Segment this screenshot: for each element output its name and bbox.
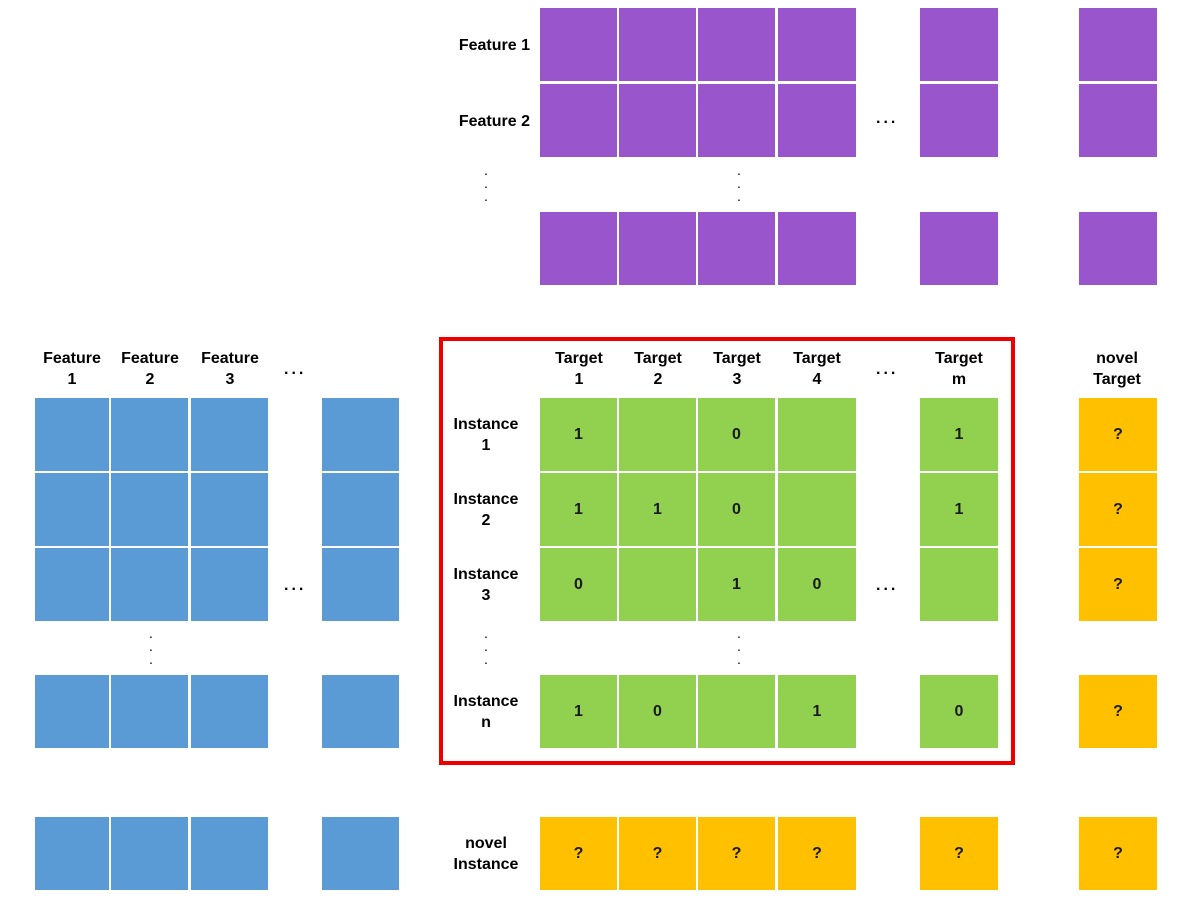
novel-target-label: novel Target xyxy=(1093,350,1141,388)
blue-cell xyxy=(111,817,188,890)
purple-cell xyxy=(619,84,696,157)
blue-cell xyxy=(322,473,399,546)
blue-cell xyxy=(191,398,268,471)
target-column-label: Target 3 xyxy=(713,350,761,388)
label-cell: 0 xyxy=(698,398,775,471)
label-cell xyxy=(619,398,696,471)
blue-cell xyxy=(322,398,399,471)
label-cell: 1 xyxy=(540,675,617,748)
purple-cell xyxy=(920,84,998,157)
vertical-ellipsis-icon: · · · xyxy=(483,165,489,207)
ellipsis: ... xyxy=(284,577,307,594)
blue-cell xyxy=(111,675,188,748)
blue-cell xyxy=(35,817,109,890)
target-column-label: Target 1 xyxy=(555,350,603,388)
instance-row-label: Instance n xyxy=(453,693,519,731)
ellipsis: ... xyxy=(876,361,899,378)
blue-cell xyxy=(191,473,268,546)
blue-cell xyxy=(191,548,268,621)
label-cell xyxy=(778,398,856,471)
blue-cell xyxy=(322,548,399,621)
label-cell: 1 xyxy=(778,675,856,748)
feature-column-label: Feature 3 xyxy=(201,350,259,388)
unknown-cell: ? xyxy=(698,817,775,890)
feature-column-label: Feature 2 xyxy=(121,350,179,388)
purple-cell xyxy=(920,212,998,285)
label-cell xyxy=(778,473,856,546)
instance-row-label: Instance 3 xyxy=(453,566,519,604)
purple-cell xyxy=(920,8,998,81)
unknown-cell: ? xyxy=(778,817,856,890)
feature-row-label: Feature 2 xyxy=(458,113,530,130)
label-cell: 1 xyxy=(920,398,998,471)
unknown-cell: ? xyxy=(1079,817,1157,890)
unknown-cell: ? xyxy=(920,817,998,890)
label-cell: 1 xyxy=(619,473,696,546)
vertical-ellipsis-icon: · · · xyxy=(483,628,489,670)
label-cell: 0 xyxy=(619,675,696,748)
blue-cell xyxy=(111,548,188,621)
label-matrix-highlight-frame xyxy=(439,337,1015,765)
blue-cell xyxy=(35,548,109,621)
feature-row-label: Feature 1 xyxy=(458,37,530,54)
label-cell: 1 xyxy=(698,548,775,621)
vertical-ellipsis-icon: · · · xyxy=(148,628,154,670)
label-cell xyxy=(920,548,998,621)
unknown-cell: ? xyxy=(1079,675,1157,748)
ellipsis: ... xyxy=(284,361,307,378)
instance-row-label: Instance 1 xyxy=(453,416,519,454)
blue-cell xyxy=(322,675,399,748)
instance-row-label: Instance 2 xyxy=(453,491,519,529)
feature-column-label: Feature 1 xyxy=(43,350,101,388)
blue-cell xyxy=(191,817,268,890)
label-cell: 0 xyxy=(920,675,998,748)
vertical-ellipsis-icon: · · · xyxy=(736,165,742,207)
purple-cell xyxy=(698,212,775,285)
unknown-cell: ? xyxy=(1079,548,1157,621)
purple-cell xyxy=(778,8,856,81)
blue-cell xyxy=(35,398,109,471)
purple-cell xyxy=(698,8,775,81)
unknown-cell: ? xyxy=(540,817,617,890)
label-cell: 1 xyxy=(540,473,617,546)
purple-cell xyxy=(540,8,617,81)
purple-cell xyxy=(1079,212,1157,285)
unknown-cell: ? xyxy=(1079,398,1157,471)
label-cell: 0 xyxy=(778,548,856,621)
purple-cell xyxy=(619,212,696,285)
vertical-ellipsis-icon: · · · xyxy=(736,628,742,670)
purple-cell xyxy=(778,212,856,285)
ellipsis: ... xyxy=(876,110,899,127)
purple-cell xyxy=(698,84,775,157)
purple-cell xyxy=(778,84,856,157)
purple-cell xyxy=(619,8,696,81)
blue-cell xyxy=(111,398,188,471)
blue-cell xyxy=(322,817,399,890)
label-cell: 0 xyxy=(698,473,775,546)
blue-cell xyxy=(111,473,188,546)
unknown-cell: ? xyxy=(1079,473,1157,546)
target-column-label: Target 2 xyxy=(634,350,682,388)
ellipsis: ... xyxy=(876,577,899,594)
blue-cell xyxy=(35,473,109,546)
purple-cell xyxy=(1079,8,1157,81)
blue-cell xyxy=(191,675,268,748)
target-column-label: Target 4 xyxy=(793,350,841,388)
purple-cell xyxy=(1079,84,1157,157)
label-cell: 0 xyxy=(540,548,617,621)
purple-cell xyxy=(540,84,617,157)
label-cell xyxy=(619,548,696,621)
purple-cell xyxy=(540,212,617,285)
label-cell: 1 xyxy=(540,398,617,471)
target-column-label: Target m xyxy=(935,350,983,388)
label-cell xyxy=(698,675,775,748)
novel-instance-label: novel Instance xyxy=(453,835,519,873)
label-cell: 1 xyxy=(920,473,998,546)
blue-cell xyxy=(35,675,109,748)
unknown-cell: ? xyxy=(619,817,696,890)
